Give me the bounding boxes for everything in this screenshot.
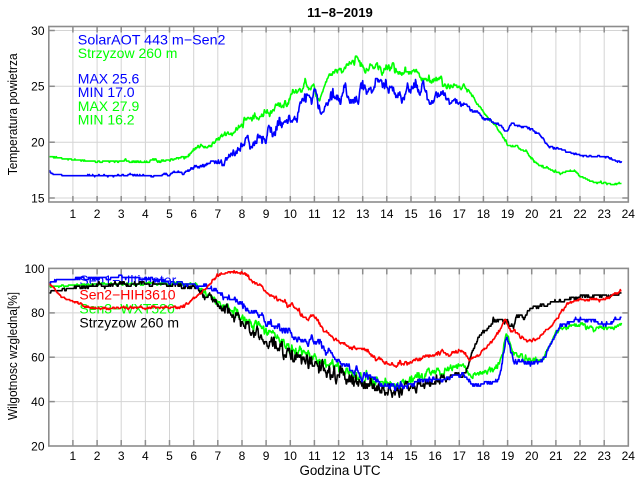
svg-text:23: 23 (598, 207, 612, 221)
svg-text:11: 11 (308, 449, 321, 463)
svg-text:7: 7 (214, 449, 221, 463)
svg-text:22: 22 (573, 449, 587, 463)
svg-text:24: 24 (622, 449, 636, 463)
svg-text:17: 17 (453, 449, 467, 463)
svg-text:20: 20 (31, 136, 45, 150)
svg-text:2: 2 (94, 449, 101, 463)
svg-text:2: 2 (94, 207, 101, 221)
svg-text:19: 19 (501, 449, 515, 463)
svg-text:19: 19 (501, 207, 515, 221)
svg-text:9: 9 (263, 207, 270, 221)
svg-text:15: 15 (31, 191, 45, 205)
svg-text:21: 21 (549, 449, 563, 463)
svg-text:6: 6 (190, 207, 197, 221)
svg-text:21: 21 (549, 207, 563, 221)
svg-text:Strzyzow 260 m: Strzyzow 260 m (79, 314, 179, 330)
svg-text:Temperatura powietrza: Temperatura powietrza (6, 53, 20, 175)
svg-text:MAX 25.6: MAX 25.6 (78, 71, 140, 87)
svg-text:4: 4 (142, 449, 149, 463)
svg-text:Wilgotnosc wzgledna[%]: Wilgotnosc wzgledna[%] (6, 292, 20, 420)
svg-text:16: 16 (428, 207, 442, 221)
svg-text:6: 6 (190, 449, 197, 463)
svg-text:Strzyzow 260 m: Strzyzow 260 m (78, 45, 178, 61)
svg-text:SolarAOT 443 m−Sen2: SolarAOT 443 m−Sen2 (78, 31, 226, 47)
svg-text:3: 3 (118, 449, 125, 463)
svg-text:15: 15 (404, 207, 418, 221)
svg-text:12: 12 (332, 449, 346, 463)
svg-text:5: 5 (166, 449, 173, 463)
svg-text:11: 11 (308, 207, 321, 221)
svg-text:22: 22 (573, 207, 587, 221)
svg-text:10: 10 (284, 207, 298, 221)
svg-text:Sen2−HIH3610: Sen2−HIH3610 (79, 286, 175, 302)
svg-text:13: 13 (356, 449, 370, 463)
svg-text:5: 5 (166, 207, 173, 221)
svg-text:14: 14 (380, 449, 394, 463)
svg-text:16: 16 (428, 449, 442, 463)
svg-text:20: 20 (525, 449, 539, 463)
svg-text:7: 7 (214, 207, 221, 221)
svg-text:12: 12 (332, 207, 346, 221)
svg-text:1: 1 (70, 207, 77, 221)
svg-text:8: 8 (239, 207, 246, 221)
svg-text:40: 40 (31, 395, 45, 409)
svg-text:8: 8 (239, 449, 246, 463)
svg-text:MAX 27.9: MAX 27.9 (78, 98, 140, 114)
svg-text:1: 1 (70, 449, 77, 463)
svg-text:20: 20 (525, 207, 539, 221)
svg-text:15: 15 (404, 449, 418, 463)
svg-text:14: 14 (380, 207, 394, 221)
svg-text:18: 18 (477, 449, 491, 463)
svg-text:30: 30 (31, 24, 45, 38)
svg-text:18: 18 (477, 207, 491, 221)
svg-text:25: 25 (31, 80, 45, 94)
svg-text:24: 24 (622, 207, 636, 221)
svg-text:23: 23 (598, 449, 612, 463)
svg-text:13: 13 (356, 207, 370, 221)
svg-text:9: 9 (263, 449, 270, 463)
svg-text:10: 10 (284, 449, 298, 463)
svg-text:60: 60 (31, 351, 45, 365)
svg-text:80: 80 (31, 306, 45, 320)
svg-text:4: 4 (142, 207, 149, 221)
svg-text:MIN 16.2: MIN 16.2 (78, 112, 135, 128)
svg-text:Godzina UTC: Godzina UTC (299, 463, 380, 478)
svg-text:11−8−2019: 11−8−2019 (307, 5, 373, 20)
svg-text:MIN 17.0: MIN 17.0 (78, 84, 135, 100)
svg-text:100: 100 (24, 262, 44, 276)
svg-text:17: 17 (453, 207, 467, 221)
svg-text:3: 3 (118, 207, 125, 221)
svg-text:20: 20 (31, 439, 45, 453)
